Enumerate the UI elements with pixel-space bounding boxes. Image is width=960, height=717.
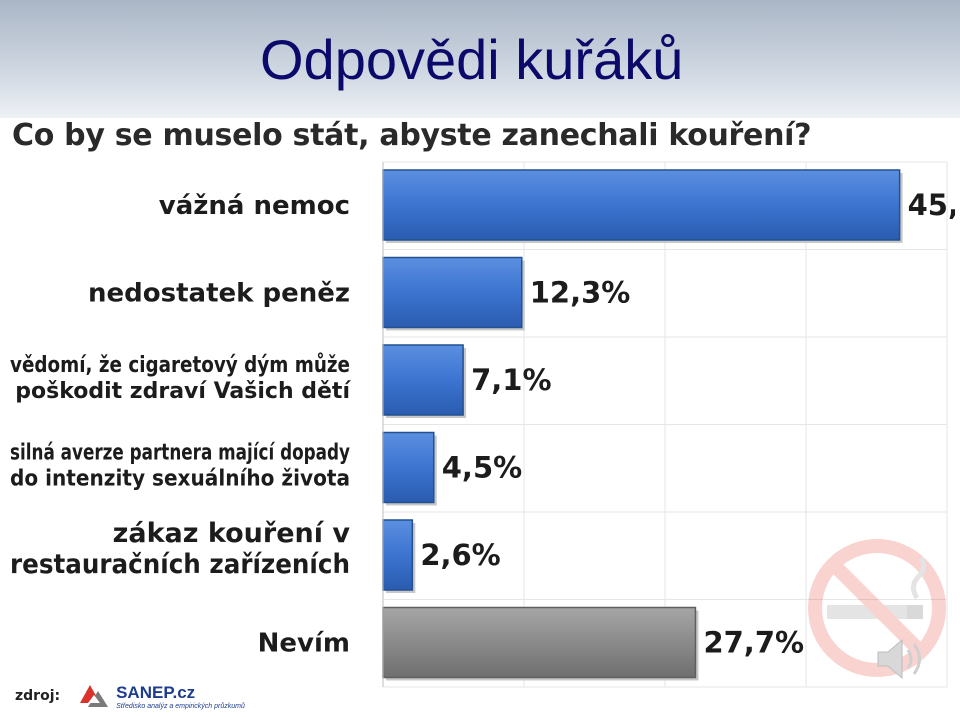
category-label: vážná nemoc [159,191,350,221]
bar [382,431,435,504]
source-label: zdroj: [15,688,61,704]
value-label: 2,6% [420,538,500,572]
bar [382,519,414,591]
bar-chart: 45,8% vážná nemoc 12,3% nedostatek peněz 7,1… [10,161,955,688]
chart-panel: 45,8% vážná nemoc 12,3% nedostatek peněz 7,1… [5,118,955,717]
sanep-logo: SANEP.cz Středisko analýz a empirických … [76,681,245,711]
value-label: 7,1% [471,363,551,397]
category-label: restauračních zařízeních [10,549,350,580]
category-label: poškodit zdraví Vašich dětí [15,379,351,404]
category-label: vědomí, že cigaretový dým může [10,353,350,378]
category-label: do intenzity sexuálního života [10,467,350,492]
chart-question: Co by se muselo stát, abyste zanechali k… [12,118,812,153]
bar [382,256,523,329]
value-label: 12,3% [530,276,631,310]
slide-title: Odpovědi kuřáků [260,28,684,91]
speaker-icon[interactable] [872,630,930,688]
value-label: 45,8% [908,188,955,222]
category-label: zákaz kouření v [113,518,351,549]
sanep-name: SANEP.cz [116,682,196,702]
bar [382,606,697,679]
source: zdroj: SANEP.cz Středisko analýz a empir… [15,681,245,711]
slide-header: Odpovědi kuřáků [0,0,960,118]
sanep-subtitle: Středisko analýz a empirických průzkumů [116,702,245,710]
category-label: silná averze partnera mající dopady [10,441,350,466]
no-smoking-icon [808,539,946,677]
value-label: 27,7% [703,626,804,660]
category-label: nedostatek peněz [88,279,350,309]
category-label: Nevím [258,629,350,659]
bar [382,169,901,241]
sanep-logo-icon [80,685,109,707]
value-label: 4,5% [442,451,522,485]
bar [382,344,464,416]
